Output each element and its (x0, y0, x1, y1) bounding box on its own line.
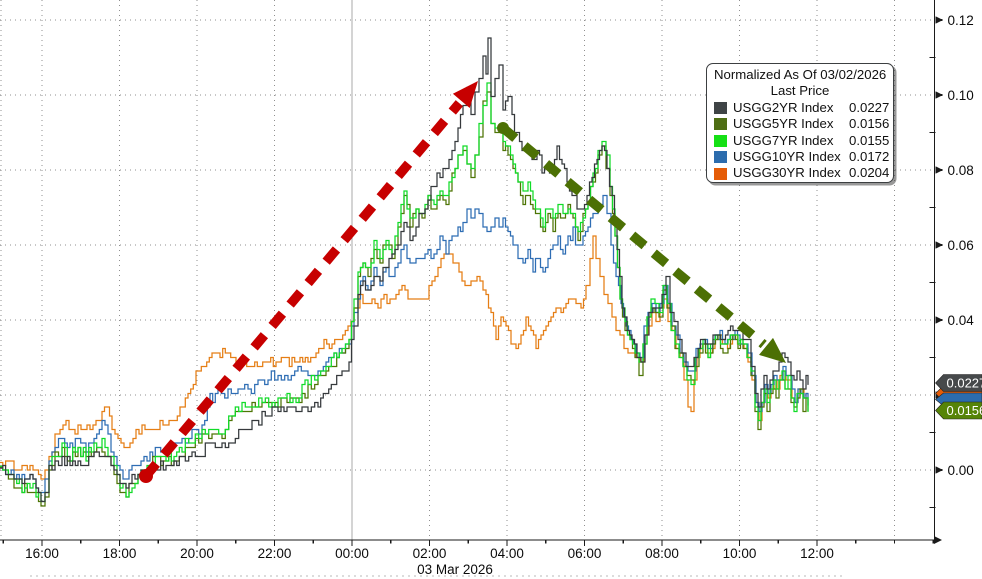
price-tag-label-usgg2yr-tag: 0.0227 (947, 376, 982, 391)
series-line-usgg10yr (0, 194, 809, 494)
legend-swatch-usgg10yr-icon (714, 151, 727, 164)
legend-item-value: 0.0155 (849, 132, 890, 148)
uptrend-arrow-shaft (142, 100, 463, 480)
legend-item-usgg30yr: USGG30YR Index 0.0204 (714, 165, 890, 181)
price-tag-label-usgg5yr-tag: 0.0156 (947, 403, 982, 418)
legend-swatch-usgg7yr-icon (714, 134, 727, 147)
legend-subtitle: Last Price (770, 83, 830, 99)
uptrend-arrow-origin-dot (139, 469, 153, 483)
legend-item-label: USGG30YR Index (733, 165, 841, 181)
legend-item-usgg2yr: USGG2YR Index 0.0227 (714, 99, 890, 116)
y-tick-label: 0.10 (948, 88, 974, 103)
x-tick-label: 18:00 (103, 546, 137, 561)
downtrend-arrow-origin-dot (497, 122, 509, 134)
x-tick-label: 22:00 (258, 546, 292, 561)
trend-arrows (139, 81, 786, 483)
x-tick-label: 08:00 (645, 546, 679, 561)
uptrend-arrow (139, 81, 478, 483)
series-line-usgg7yr (0, 82, 809, 503)
legend-item-usgg7yr: USGG7YR Index 0.0155 (714, 132, 890, 149)
legend-item-usgg10yr: USGG10YR Index 0.0172 (714, 149, 890, 165)
legend-item-value: 0.0172 (849, 149, 890, 165)
y-tick-arrow-icon (935, 466, 944, 474)
downtrend-arrow-head-icon (759, 337, 786, 363)
x-tick-label: 04:00 (490, 546, 524, 561)
downtrend-arrow-shaft (499, 124, 767, 349)
x-tick-label: 00:00 (335, 546, 369, 561)
series-line-usgg30yr (0, 235, 808, 480)
legend-rows: USGG2YR Index 0.0227 USGG5YR Index 0.0156 US… (714, 99, 890, 182)
x-axis-arrow-icon (934, 536, 942, 544)
y-tick-label: 0.06 (948, 238, 974, 253)
y-tick-arrow-icon (935, 16, 944, 24)
y-tick-arrow-icon (935, 241, 944, 249)
axes (0, 0, 944, 546)
x-tick-label: 16:00 (25, 546, 59, 561)
series-line-usgg5yr (0, 91, 809, 507)
y-tick-arrow-icon (935, 91, 944, 99)
y-tick-arrow-icon (935, 166, 944, 174)
uptrend-arrow-head-icon (452, 81, 478, 108)
y-tick-label: 0.04 (948, 313, 975, 328)
series-lines (0, 37, 809, 507)
price-tag-usgg5yr-tag (935, 401, 982, 420)
x-axis-date-label: 03 Mar 2026 (417, 562, 493, 577)
legend-swatch-usgg2yr-icon (714, 102, 727, 115)
series-line-usgg2yr (0, 37, 809, 503)
x-tick-label: 02:00 (413, 546, 447, 561)
x-tick-label: 20:00 (180, 546, 214, 561)
legend-swatch-usgg5yr-icon (714, 118, 727, 131)
legend-swatch-usgg30yr-icon (714, 167, 727, 180)
y-tick-label: 0.12 (948, 13, 974, 28)
legend-title: Normalized As Of 03/02/2026 (714, 67, 887, 82)
legend-item-label: USGG7YR Index (733, 132, 834, 148)
legend-item-label: USGG10YR Index (733, 149, 841, 165)
x-tick-label: 12:00 (800, 546, 834, 561)
price-tags: 0.0156 0.0227 (935, 374, 982, 420)
y-tick-label: 0.00 (948, 463, 974, 478)
axis-labels: 16:00 18:00 20:00 22:00 00:00 02:00 04:00 06:00… (25, 13, 974, 577)
legend-item-label: USGG5YR Index (733, 116, 834, 132)
y-tick-arrow-icon (935, 316, 944, 324)
x-tick-label: 10:00 (723, 546, 757, 561)
y-tick-label: 0.08 (948, 163, 974, 178)
legend-box: Normalized As Of 03/02/2026 Last Price U… (706, 63, 894, 183)
legend-item-value: 0.0227 (849, 99, 890, 115)
downtrend-arrow (497, 122, 786, 363)
legend-item-value: 0.0156 (849, 116, 890, 132)
legend-item-label: USGG2YR Index (733, 99, 834, 115)
x-tick-label: 06:00 (568, 546, 602, 561)
legend-item-usgg5yr: USGG5YR Index 0.0156 (714, 116, 890, 132)
price-tag-usgg2yr-tag (935, 374, 982, 392)
legend-item-value: 0.0204 (849, 165, 890, 181)
